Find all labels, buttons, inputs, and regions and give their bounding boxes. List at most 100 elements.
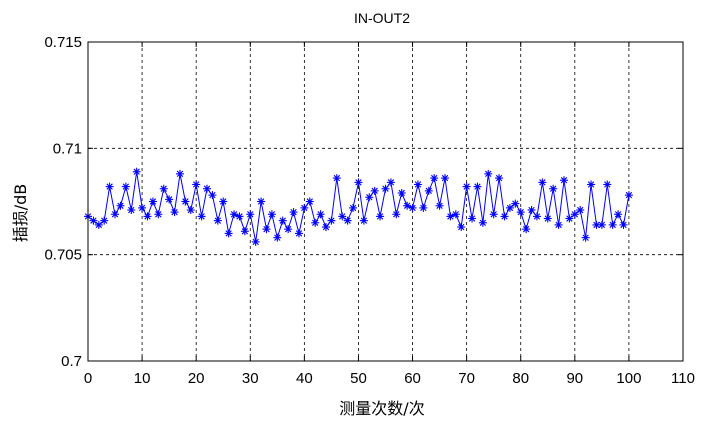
data-point <box>397 188 406 197</box>
data-point <box>484 169 493 178</box>
data-point <box>300 203 309 212</box>
data-point <box>451 210 460 219</box>
data-point <box>159 184 168 193</box>
data-point <box>343 216 352 225</box>
data-point <box>522 225 531 234</box>
series-group <box>84 167 633 246</box>
data-point <box>327 216 336 225</box>
data-point <box>527 206 536 215</box>
data-point <box>105 182 114 191</box>
y-axis-title: 插损/dB <box>11 184 30 243</box>
x-tick-label: 70 <box>458 370 475 387</box>
x-tick-label: 30 <box>242 370 259 387</box>
data-point <box>170 208 179 217</box>
data-point <box>316 210 325 219</box>
data-point <box>349 203 358 212</box>
data-point <box>581 233 590 242</box>
data-point <box>430 174 439 183</box>
data-point <box>257 197 266 206</box>
data-point <box>338 212 347 221</box>
data-point <box>532 212 541 221</box>
data-point <box>419 203 428 212</box>
x-tick-label: 10 <box>134 370 151 387</box>
data-point <box>370 186 379 195</box>
x-tick-label: 50 <box>350 370 367 387</box>
data-point <box>138 203 147 212</box>
data-point <box>192 180 201 189</box>
data-point <box>235 212 244 221</box>
data-point <box>468 214 477 223</box>
x-tick-label: 40 <box>296 370 313 387</box>
data-point <box>505 203 514 212</box>
data-point <box>89 216 98 225</box>
data-point <box>457 223 466 232</box>
data-point <box>175 169 184 178</box>
data-point <box>289 208 298 217</box>
grid-lines <box>88 42 683 361</box>
data-point <box>413 180 422 189</box>
data-point <box>495 174 504 183</box>
data-point <box>592 220 601 229</box>
data-point <box>624 191 633 200</box>
x-tick-label: 110 <box>671 370 695 387</box>
data-point <box>181 197 190 206</box>
data-point <box>121 182 130 191</box>
y-tick-label: 0.7 <box>61 353 82 370</box>
x-tick-label: 20 <box>188 370 205 387</box>
data-point <box>516 208 525 217</box>
data-point <box>208 191 217 200</box>
y-tick-labels: 0.7 0.705 0.71 0.715 <box>44 34 82 370</box>
data-point <box>154 210 163 219</box>
data-point <box>322 223 330 232</box>
data-point <box>386 178 395 187</box>
data-point <box>473 182 482 191</box>
data-point <box>392 210 401 219</box>
data-point <box>511 199 520 208</box>
axis-ticks <box>87 41 684 362</box>
data-point <box>116 201 125 210</box>
data-point <box>408 203 417 212</box>
data-point <box>143 212 152 221</box>
plot-frame <box>87 41 684 362</box>
x-tick-label: 100 <box>616 370 641 387</box>
data-point <box>267 210 276 219</box>
chart-title: IN-OUT2 <box>354 10 410 26</box>
data-point <box>565 214 574 223</box>
data-point <box>619 220 628 229</box>
data-point <box>251 237 260 246</box>
data-point <box>441 174 449 183</box>
data-point <box>376 212 385 221</box>
x-tick-labels: 0 10 20 30 40 50 60 70 80 90 100 110 <box>84 370 695 387</box>
data-point <box>148 197 157 206</box>
data-point <box>224 229 233 238</box>
y-tick-label: 0.705 <box>44 247 82 264</box>
data-point <box>570 210 579 219</box>
data-point <box>435 201 444 210</box>
data-point <box>560 176 568 185</box>
data-point <box>278 216 287 225</box>
data-point <box>424 186 433 195</box>
data-point <box>186 206 195 215</box>
data-point <box>273 233 282 242</box>
y-tick-label: 0.71 <box>53 140 82 157</box>
data-point <box>549 184 558 193</box>
data-point <box>538 178 547 187</box>
data-point <box>614 210 623 219</box>
data-point <box>359 216 368 225</box>
data-point <box>305 197 314 206</box>
data-point <box>576 206 585 215</box>
data-point <box>365 193 374 202</box>
data-point <box>197 212 206 221</box>
data-point <box>246 210 255 219</box>
data-point <box>554 220 563 229</box>
x-axis-title: 测量次数/次 <box>339 399 424 418</box>
data-point <box>294 229 303 238</box>
data-point <box>462 182 471 191</box>
data-point <box>203 184 211 193</box>
data-point <box>500 212 509 221</box>
data-point <box>165 195 174 204</box>
data-point <box>262 225 271 234</box>
data-point <box>354 178 363 187</box>
